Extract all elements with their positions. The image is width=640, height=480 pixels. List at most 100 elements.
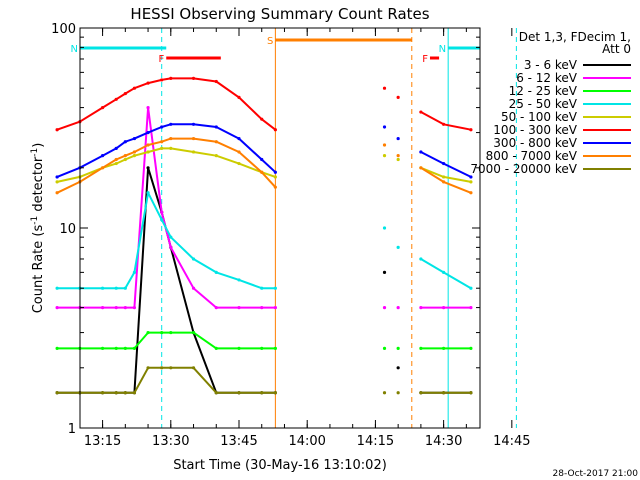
series-point-7-0-2	[100, 166, 105, 170]
series-line-5-seg-0	[56, 77, 277, 131]
series-point-8-0-2	[100, 391, 105, 395]
plot-area: N NF FS	[55, 28, 517, 428]
series-point-6-3-1	[442, 161, 446, 166]
series-point-6-2-0	[396, 136, 400, 141]
x-tick-label-3: 14:00	[288, 434, 325, 449]
series-point-2-0-12	[260, 346, 264, 351]
series-point-6-1-0	[382, 125, 387, 129]
x-tick-label-5: 14:30	[425, 434, 462, 449]
series-point-5-0-11	[237, 95, 241, 99]
series-point-3-3-0	[419, 257, 423, 261]
x-tick-label-0: 13:15	[84, 434, 121, 449]
y-axis-label-end: )	[31, 143, 46, 148]
series-point-5-0-10	[214, 79, 218, 84]
series-point-1-3-2	[469, 305, 473, 310]
series-point-7-1-0	[382, 143, 387, 147]
series-point-4-0-4	[123, 157, 127, 162]
series-point-0-1-0	[382, 270, 387, 274]
series-point-6-0-5	[132, 136, 137, 141]
flag-bar-label-1: N	[439, 44, 446, 55]
series-point-8-0-7	[160, 366, 164, 370]
series-point-2-0-10	[214, 346, 218, 351]
series-point-3-0-3	[114, 286, 118, 290]
series-point-5-0-8	[169, 76, 173, 80]
series-point-2-0-2	[100, 346, 105, 351]
series-point-3-0-6	[146, 191, 150, 195]
series-point-7-0-13	[273, 185, 277, 189]
flag-bar-label-2: F	[158, 54, 164, 65]
y-axis-label-sup1: -1	[30, 216, 40, 225]
series-point-6-0-11	[237, 136, 241, 141]
series-point-2-0-6	[146, 330, 150, 335]
series-point-5-3-2	[469, 128, 473, 132]
x-tick-label-6: 14:45	[493, 434, 530, 449]
series-point-6-0-12	[260, 157, 264, 162]
series-point-1-3-0	[419, 305, 423, 310]
series-point-1-0-12	[260, 305, 264, 310]
legend-label-1: 6 - 12 keV	[516, 71, 578, 85]
legend-label-5: 100 - 300 keV	[493, 123, 577, 137]
y-axis-label-sup2: -1	[30, 148, 40, 157]
series-point-1-1-0	[382, 305, 387, 310]
series-point-5-0-9	[191, 76, 196, 80]
series-point-3-0-10	[214, 270, 218, 274]
series-point-6-0-10	[214, 125, 218, 129]
series-point-1-0-4	[123, 305, 127, 310]
series-point-7-3-1	[442, 180, 446, 184]
series-point-7-0-12	[260, 170, 264, 174]
series-point-8-0-13	[273, 391, 277, 395]
series-line-3-seg-0	[57, 191, 276, 290]
series-point-4-1-0	[382, 154, 387, 158]
series-point-3-0-8	[169, 235, 173, 239]
series-line-6-seg-0	[56, 123, 277, 178]
series-point-4-0-8	[169, 146, 173, 151]
series-point-1-0-11	[237, 305, 241, 310]
series-point-4-3-1	[442, 175, 446, 179]
series-point-6-0-0	[55, 175, 59, 179]
series-point-1-0-7	[160, 210, 164, 214]
legend-label-0: 3 - 6 keV	[524, 58, 578, 72]
series-point-2-0-3	[114, 346, 118, 351]
series-point-7-0-6	[146, 143, 150, 147]
series-point-7-0-9	[191, 136, 196, 141]
series-point-8-3-2	[469, 391, 473, 395]
series-point-8-0-10	[214, 391, 218, 395]
series-point-4-0-13	[273, 175, 277, 179]
series-point-6-0-8	[169, 122, 173, 126]
series-point-1-0-9	[191, 286, 196, 290]
series-point-3-3-1	[442, 270, 446, 274]
series-point-3-0-4	[123, 286, 127, 290]
series-point-8-0-11	[237, 391, 241, 395]
series-point-2-2-0	[396, 346, 400, 351]
series-point-8-0-3	[114, 391, 118, 395]
series-line-1-seg-0	[57, 106, 276, 309]
y-tick-label-0: 1	[68, 422, 76, 437]
series-line-7-seg-0	[56, 137, 277, 194]
legend-header-line1: Det 1,3, FDecim 1,	[519, 30, 631, 44]
series-point-7-0-8	[169, 136, 173, 141]
series-point-6-0-2	[100, 154, 105, 158]
series-point-4-0-3	[114, 161, 118, 166]
series-point-1-2-0	[396, 305, 400, 310]
series-point-8-0-6	[146, 366, 150, 370]
x-tick-label-1: 13:30	[152, 434, 189, 449]
series-point-1-3-1	[442, 305, 446, 310]
x-tick-label-2: 13:45	[220, 434, 257, 449]
series-point-7-0-3	[114, 157, 118, 162]
series-point-7-2-0	[396, 154, 400, 158]
series-point-2-0-7	[160, 330, 164, 335]
series-point-2-3-2	[469, 346, 473, 351]
flag-bar-label-0: N	[71, 44, 78, 55]
series-point-0-0-6	[146, 166, 150, 170]
series-point-3-0-5	[132, 270, 137, 274]
series-point-2-3-1	[442, 346, 446, 351]
series-point-7-0-10	[214, 140, 218, 144]
series-point-7-0-5	[132, 150, 137, 154]
series-point-2-0-13	[273, 346, 277, 351]
series-point-5-3-1	[442, 122, 446, 126]
series-point-4-0-7	[160, 146, 164, 151]
series-point-2-0-5	[132, 346, 137, 351]
series-point-7-0-11	[237, 150, 241, 154]
